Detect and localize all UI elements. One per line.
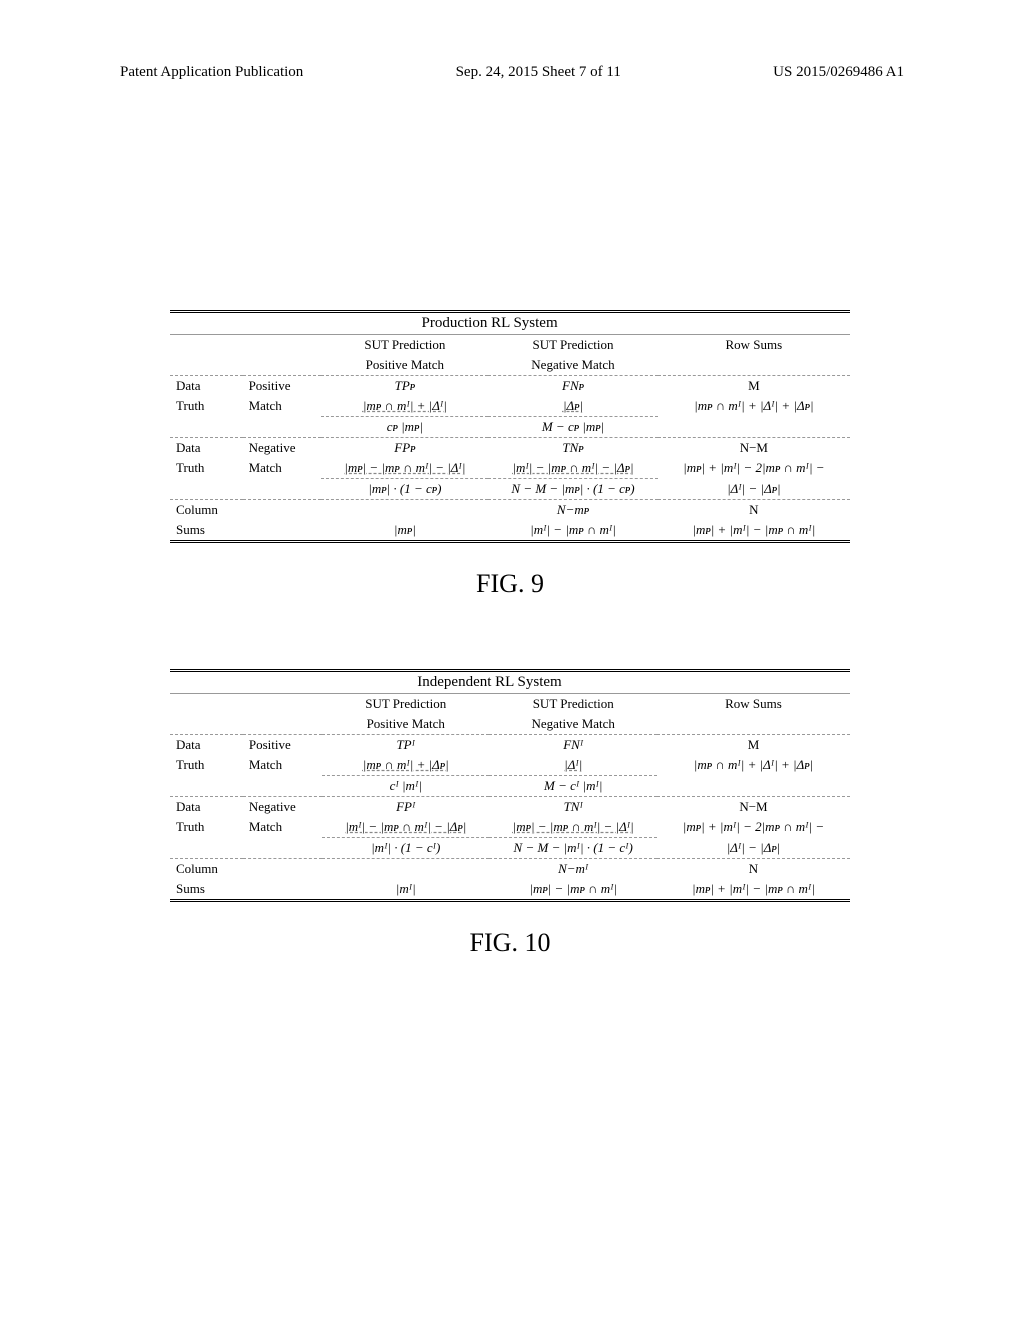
fn-alt: M − cᴘ |mᴘ|	[488, 417, 657, 438]
col-rowsums-i: Row Sums	[657, 694, 850, 715]
colsum-label-i1: Column	[170, 859, 243, 880]
nm-symbol-i: N−M	[657, 797, 850, 818]
fn-expr: |Δᴘ|	[563, 398, 583, 413]
truth-label-ia: Truth	[170, 755, 243, 776]
tn-alt-i: N − M − |mᴵ| · (1 − cᴵ)	[489, 838, 656, 859]
data-label-ia: Data	[170, 735, 243, 756]
positive-label-ia: Positive	[243, 735, 322, 756]
production-title: Production RL System	[321, 312, 657, 335]
match-label-ia: Match	[243, 755, 322, 776]
colsum3a: N	[658, 500, 850, 521]
fn-alt-i: M − cᴵ |mᴵ|	[489, 776, 656, 797]
colsum2b-i: |mᴘ| − |mᴘ ∩ mᴵ|	[489, 879, 656, 901]
nm-alt-i: |Δᴵ| − |Δᴘ|	[657, 838, 850, 859]
tn-symbol: TNᴘ	[488, 438, 657, 459]
colsum3a-i: N	[657, 859, 850, 880]
negative-label-a: Negative	[243, 438, 322, 459]
data-label-ib: Data	[170, 797, 243, 818]
match-label-b: Match	[243, 458, 322, 479]
nm-expr-i: |mᴘ| + |mᴵ| − 2|mᴘ ∩ mᴵ| −	[657, 817, 850, 838]
match-label-ib: Match	[243, 817, 322, 838]
tn-alt: N − M − |mᴘ| · (1 − cᴘ)	[488, 479, 657, 500]
fp-alt: |mᴘ| · (1 − cᴘ)	[321, 479, 488, 500]
negative-label-ib: Negative	[243, 797, 322, 818]
col-sut2-i: SUT Prediction	[489, 694, 656, 715]
production-table: Production RL System SUT Prediction SUT …	[170, 310, 850, 543]
fn-expr-i: |Δᴵ|	[564, 757, 582, 772]
col-negmatch-i: Negative Match	[489, 714, 656, 735]
fig10-caption: FIG. 10	[170, 928, 850, 958]
tn-symbol-i: TNᴵ	[489, 797, 656, 818]
colsum1-i: |mᴵ|	[322, 879, 489, 901]
tn-expr: |mᴵ| − |mᴘ ∩ mᴵ| − |Δᴘ|	[512, 460, 633, 475]
truth-label-a: Truth	[170, 396, 243, 417]
colsum3b-i: |mᴘ| + |mᴵ| − |mᴘ ∩ mᴵ|	[657, 879, 850, 901]
fn-symbol: FNᴘ	[488, 376, 657, 397]
fig9-caption: FIG. 9	[170, 569, 850, 599]
fp-alt-i: |mᴵ| · (1 − cᴵ)	[322, 838, 489, 859]
tn-expr-i: |mᴘ| − |mᴘ ∩ mᴵ| − |Δᴵ|	[513, 819, 634, 834]
tp-expr: |mᴘ ∩ mᴵ| + |Δᴵ|	[363, 398, 447, 413]
colsum-label-i2: Sums	[170, 879, 243, 901]
nm-expr: |mᴘ| + |mᴵ| − 2|mᴘ ∩ mᴵ| −	[658, 458, 850, 479]
independent-title: Independent RL System	[322, 671, 657, 694]
tp-alt: cᴘ |mᴘ|	[321, 417, 488, 438]
nm-symbol: N−M	[658, 438, 850, 459]
m-symbol: M	[658, 376, 850, 397]
colsum2b: |mᴵ| − |mᴘ ∩ mᴵ|	[488, 520, 657, 542]
col-posmatch-i: Positive Match	[322, 714, 489, 735]
tp-symbol: TPᴘ	[321, 376, 488, 397]
col-sut1-i: SUT Prediction	[322, 694, 489, 715]
header-left: Patent Application Publication	[120, 64, 303, 81]
colsum-label-2: Sums	[170, 520, 243, 542]
fp-symbol-i: FPᴵ	[322, 797, 489, 818]
independent-table: Independent RL System SUT Prediction SUT…	[170, 669, 850, 902]
m-expr-i: |mᴘ ∩ mᴵ| + |Δᴵ| + |Δᴘ|	[657, 755, 850, 776]
tp-alt-i: cᴵ |mᴵ|	[322, 776, 489, 797]
colsum-label-1: Column	[170, 500, 243, 521]
fp-expr: |mᴘ| − |mᴘ ∩ mᴵ| − |Δᴵ|	[344, 460, 465, 475]
positive-label-a: Positive	[243, 376, 322, 397]
colsum3b: |mᴘ| + |mᴵ| − |mᴘ ∩ mᴵ|	[658, 520, 850, 542]
col-sut2: SUT Prediction	[488, 335, 657, 356]
col-rowsums: Row Sums	[658, 335, 850, 356]
col-sut1: SUT Prediction	[321, 335, 488, 356]
truth-label-b: Truth	[170, 458, 243, 479]
colsum1: |mᴘ|	[321, 520, 488, 542]
m-symbol-i: M	[657, 735, 850, 756]
truth-label-ib: Truth	[170, 817, 243, 838]
fp-symbol: FPᴘ	[321, 438, 488, 459]
col-negmatch: Negative Match	[488, 355, 657, 376]
page-header: Patent Application Publication Sep. 24, …	[0, 64, 1024, 81]
data-label-b: Data	[170, 438, 243, 459]
match-label-a: Match	[243, 396, 322, 417]
data-label-a: Data	[170, 376, 243, 397]
header-right: US 2015/0269486 A1	[773, 64, 904, 81]
colsum2a-i: N−mᴵ	[489, 859, 656, 880]
nm-alt: |Δᴵ| − |Δᴘ|	[658, 479, 850, 500]
m-expr: |mᴘ ∩ mᴵ| + |Δᴵ| + |Δᴘ|	[658, 396, 850, 417]
tp-symbol-i: TPᴵ	[322, 735, 489, 756]
fn-symbol-i: FNᴵ	[489, 735, 656, 756]
figures-container: Production RL System SUT Prediction SUT …	[170, 310, 850, 1028]
tp-expr-i: |mᴘ ∩ mᴵ| + |Δᴘ|	[363, 757, 449, 772]
header-center: Sep. 24, 2015 Sheet 7 of 11	[456, 64, 621, 81]
colsum2a: N−mᴘ	[488, 500, 657, 521]
col-posmatch: Positive Match	[321, 355, 488, 376]
fp-expr-i: |mᴵ| − |mᴘ ∩ mᴵ| − |Δᴘ|	[345, 819, 466, 834]
